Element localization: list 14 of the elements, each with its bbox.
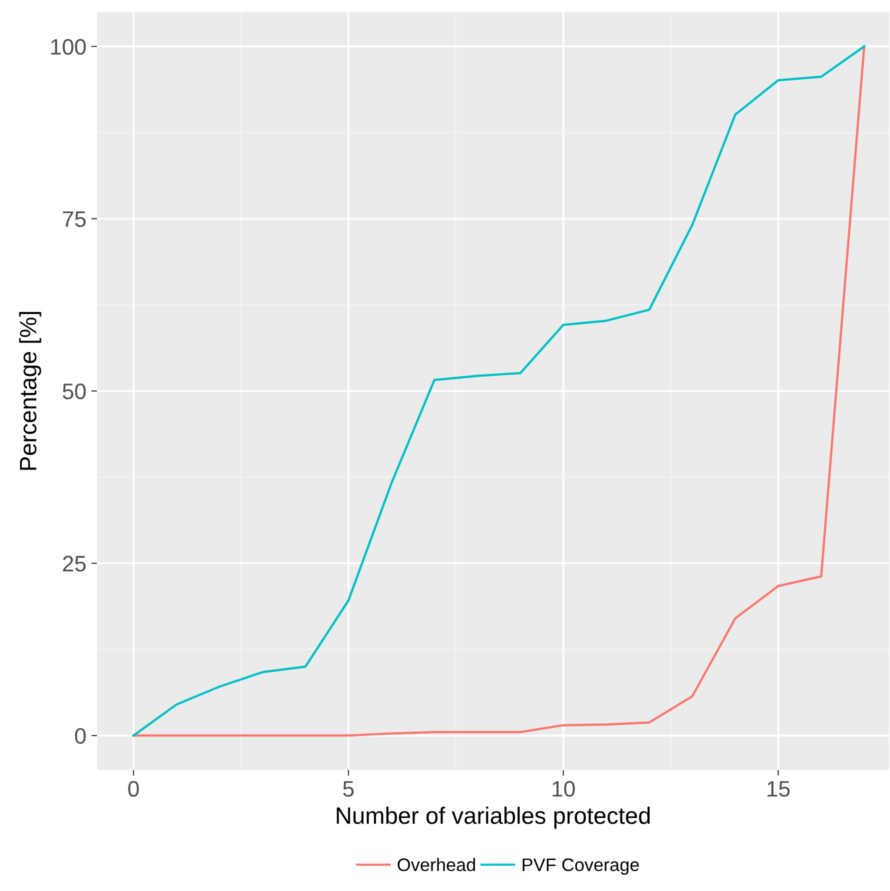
- y-tick-label: 75: [63, 211, 86, 227]
- x-tick-label: 15: [768, 781, 790, 797]
- y-axis-title: Percentage [%]: [19, 312, 42, 470]
- x-tick-label: 10: [552, 781, 575, 797]
- y-tick-label: 25: [62, 556, 86, 572]
- line-series: [132, 45, 866, 737]
- x-tick-label: 5: [343, 781, 354, 797]
- x-tick-label: 0: [128, 781, 139, 797]
- y-tick-label: 0: [75, 728, 86, 744]
- y-tick-label: 50: [62, 384, 86, 400]
- y-tick-label: 100: [51, 38, 86, 55]
- legend-label: Overhead: [398, 858, 475, 872]
- x-axis-title: Number of variables protected: [336, 806, 650, 829]
- legend-label: PVF Coverage: [522, 858, 639, 875]
